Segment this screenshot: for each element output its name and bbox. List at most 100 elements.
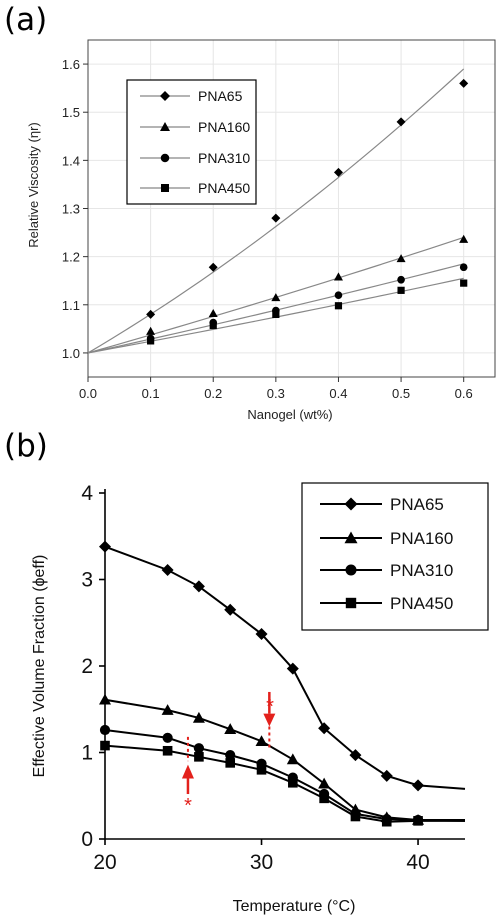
data-point — [161, 704, 174, 715]
data-point — [349, 749, 362, 762]
data-point — [271, 293, 281, 302]
x-tick-label: 0.0 — [79, 386, 97, 401]
data-point — [99, 724, 111, 736]
data-point — [255, 627, 268, 640]
data-point — [380, 769, 393, 782]
annotation-arrowhead — [263, 713, 276, 727]
legend-marker — [345, 597, 357, 609]
data-point — [413, 816, 423, 826]
data-point — [397, 275, 405, 284]
data-point — [146, 309, 156, 319]
data-point — [146, 326, 156, 335]
annotation-asterisk: * — [184, 795, 192, 817]
data-point — [333, 167, 343, 177]
panel-b-legend-label: PNA160 — [390, 529, 453, 548]
panel-a-ylabel: Relative Viscosity (ηr) — [26, 122, 41, 247]
panel-a-legend-label: PNA160 — [198, 119, 250, 135]
panel-b-legend-label: PNA310 — [390, 561, 453, 580]
panel-a-xlabel: Nanogel (wt%) — [247, 407, 332, 422]
data-point — [334, 291, 343, 299]
legend-marker — [160, 91, 170, 101]
data-point — [333, 272, 343, 281]
panel-a-label: (a) — [4, 2, 47, 38]
panel-a-legend-label: PNA450 — [198, 180, 250, 196]
data-point — [147, 337, 155, 345]
data-point — [225, 749, 236, 761]
data-point — [192, 580, 205, 593]
y-tick-label: 4 — [81, 482, 93, 505]
panel-b-yticks: 0 1 2 3 4 — [81, 482, 105, 851]
data-point — [100, 740, 110, 751]
panel-b-legend-label: PNA65 — [390, 495, 444, 514]
y-tick-label: 1.2 — [62, 250, 80, 265]
data-point — [224, 723, 237, 734]
data-point — [272, 310, 280, 319]
x-tick-label: 20 — [93, 851, 116, 874]
data-point — [459, 234, 469, 243]
panel-a-legend-box — [126, 79, 257, 205]
data-point — [209, 321, 217, 330]
data-point — [334, 302, 343, 310]
panel-a-points — [146, 78, 469, 345]
x-tick-label: 0.3 — [267, 386, 285, 401]
data-point — [208, 262, 218, 272]
legend-marker — [344, 531, 358, 544]
data-point — [99, 540, 111, 553]
x-tick-label: 0.1 — [142, 386, 160, 401]
panel-a-xticks: 0.0 0.1 0.2 0.3 0.4 0.5 0.6 — [79, 377, 473, 401]
data-point — [271, 213, 281, 223]
data-point — [161, 563, 174, 576]
data-point — [288, 777, 298, 788]
data-point — [225, 758, 236, 768]
data-point — [412, 779, 425, 792]
panel-b: (b) 20 30 40 0 1 2 3 4 Temperature (°C) Effect… — [4, 428, 489, 915]
data-point — [396, 117, 406, 127]
x-tick-label: 0.5 — [392, 386, 410, 401]
y-tick-label: 0 — [81, 828, 93, 851]
data-point — [255, 735, 268, 747]
data-point — [162, 745, 173, 756]
annotation-arrowhead — [181, 764, 194, 779]
panel-b-legend-label: PNA450 — [390, 594, 453, 613]
x-tick-label: 30 — [250, 851, 273, 874]
data-point — [460, 279, 468, 287]
data-point — [286, 662, 299, 675]
y-tick-label: 1.6 — [62, 57, 80, 72]
data-point — [381, 816, 392, 827]
data-point — [396, 254, 406, 263]
y-tick-label: 1.5 — [62, 105, 80, 120]
y-tick-label: 1.0 — [62, 346, 80, 361]
panel-b-legend-box — [301, 482, 489, 631]
panel-a-yticks: 1.0 1.1 1.2 1.3 1.4 1.5 1.6 — [62, 57, 88, 361]
y-tick-label: 2 — [81, 655, 93, 678]
panel-a-legend: PNA65 PNA160 PNA310 PNA450 — [126, 79, 257, 205]
data-point — [397, 286, 405, 294]
data-point — [224, 603, 237, 616]
data-point — [194, 752, 204, 762]
y-tick-label: 1.3 — [62, 202, 80, 217]
data-point — [256, 765, 267, 775]
panel-b-ylabel: Effective Volume Fraction (ϕeff) — [31, 555, 48, 778]
data-point — [193, 743, 205, 754]
x-tick-label: 0.2 — [204, 386, 222, 401]
legend-marker — [160, 122, 170, 131]
legend-marker — [344, 497, 358, 511]
data-point — [286, 753, 299, 765]
data-point — [459, 263, 468, 272]
data-point — [318, 722, 331, 735]
data-point — [459, 78, 469, 88]
series-line — [104, 698, 465, 821]
legend-marker — [345, 564, 357, 576]
data-point — [318, 777, 331, 789]
panel-b-xlabel: Temperature (°C) — [233, 898, 356, 915]
data-point — [319, 793, 329, 804]
data-point — [99, 693, 111, 705]
data-point — [208, 308, 218, 318]
panel-b-legend: PNA65 PNA160 PNA310 PNA450 — [301, 482, 489, 631]
data-point — [350, 811, 361, 822]
y-tick-label: 1.4 — [62, 153, 80, 168]
panel-b-points — [99, 540, 425, 827]
panel-a-legend-label: PNA310 — [198, 150, 250, 166]
x-tick-label: 0.6 — [455, 386, 473, 401]
